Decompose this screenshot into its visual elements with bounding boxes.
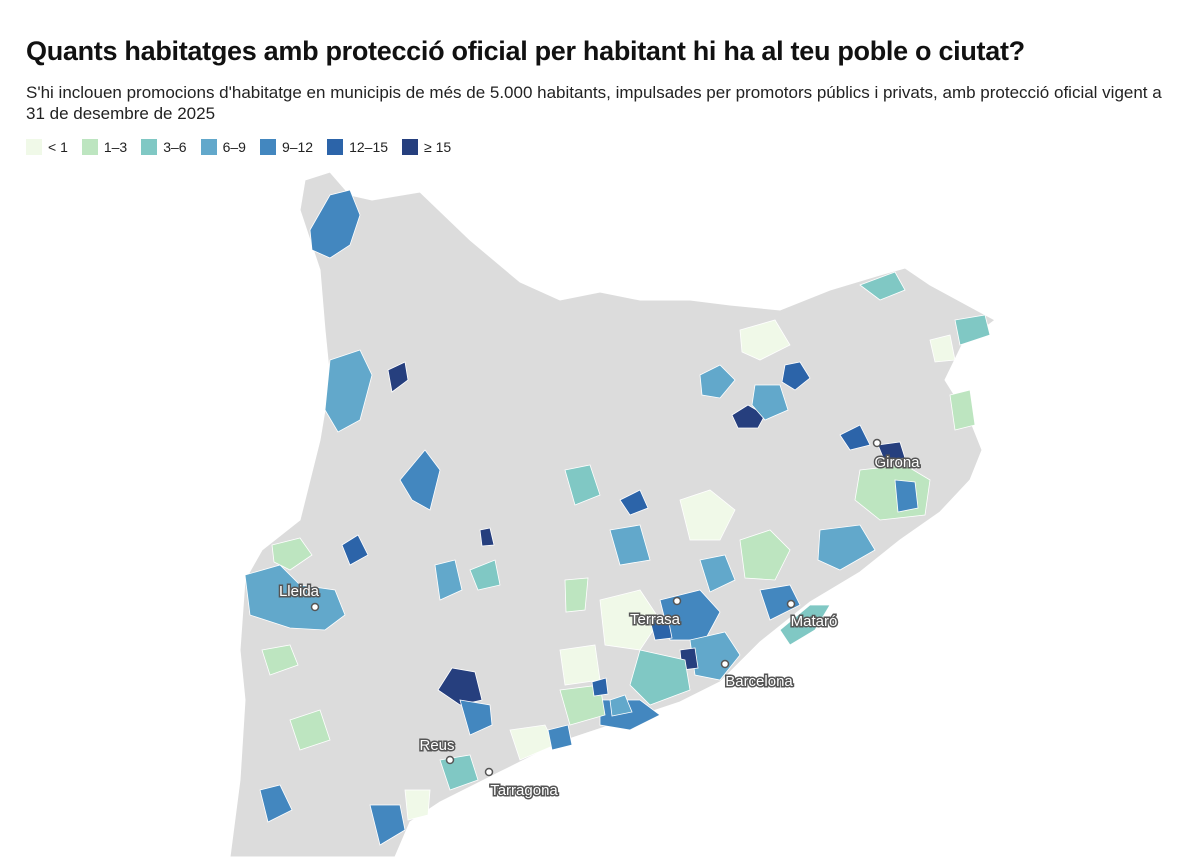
legend-swatch [81,139,98,155]
city-label: Terrasa [630,611,681,628]
municipality [387,361,409,393]
legend-item: 3–6 [141,139,187,155]
municipality [949,389,976,431]
legend: < 1 1–3 3–6 6–9 9–12 12–15 ≥ 15 [26,139,451,155]
municipality [859,271,906,301]
legend-swatch [259,139,276,155]
municipality [689,631,741,681]
municipality [399,449,441,511]
legend-item: 9–12 [259,139,314,155]
municipality [469,559,501,591]
legend-item: ≥ 15 [402,139,451,155]
municipality [759,584,801,621]
legend-item: 12–15 [327,139,388,155]
municipality [929,334,956,363]
title: Quants habitatges amb protecció oficial … [26,36,1025,66]
legend-label: ≥ 15 [424,139,452,155]
city-dot [872,438,882,448]
municipality [781,361,811,391]
city-dot [484,767,494,777]
municipality [839,424,871,451]
region-outline [229,171,996,857]
municipality [739,529,791,581]
municipality [591,677,609,697]
legend-swatch [327,139,344,155]
legend-swatch [402,139,419,155]
city-label: Girona [874,454,920,471]
city-dot [786,599,796,609]
city-label: Tarragona [490,782,558,799]
municipality [699,554,736,593]
municipality [271,537,313,571]
municipality [479,527,495,547]
municipality [619,489,649,516]
municipality [629,649,691,706]
municipality [434,559,463,601]
municipality [459,699,493,736]
municipality [259,784,293,823]
legend-label: < 1 [48,139,68,155]
municipality [564,577,589,613]
municipality [324,349,373,433]
legend-swatch [200,139,217,155]
municipality [739,319,791,361]
municipality [599,589,661,651]
municipality [244,564,346,631]
legend-label: 9–12 [281,139,314,155]
city-dot [310,602,320,612]
city-label: Mataró [791,613,838,630]
legend-label: 3–6 [163,139,187,155]
legend-item: < 1 [26,139,68,155]
city-label: Lleida [279,583,320,600]
municipality [547,724,573,751]
municipality [954,314,991,346]
municipality [649,617,673,641]
municipality [609,524,651,566]
municipality [309,189,361,259]
municipality [894,479,919,513]
legend-label: 6–9 [222,139,246,155]
municipality [877,441,906,463]
legend-swatch [26,139,42,155]
municipality [699,364,736,399]
municipality [261,644,299,676]
municipality [559,644,601,686]
legend-item: 1–3 [81,139,128,155]
municipality [779,604,831,646]
municipality [437,667,483,706]
legend-item: 6–9 [200,139,246,155]
municipality [341,534,369,566]
municipality [404,789,431,821]
legend-label: 1–3 [103,139,128,155]
municipality [751,384,789,421]
municipality [817,524,876,571]
municipality [369,804,406,846]
city-label: Barcelona [725,673,793,690]
municipality [564,464,601,506]
municipality [679,489,736,541]
legend-label: 12–15 [349,139,389,155]
city-dot [720,659,730,669]
city-dot [445,755,455,765]
subtitle: S'hi inclouen promocions d'habitatge en … [26,83,1162,123]
municipality [609,694,633,717]
municipality [289,709,331,751]
city-label: Reus [419,737,454,754]
city-dot [672,596,682,606]
legend-swatch [141,139,158,155]
